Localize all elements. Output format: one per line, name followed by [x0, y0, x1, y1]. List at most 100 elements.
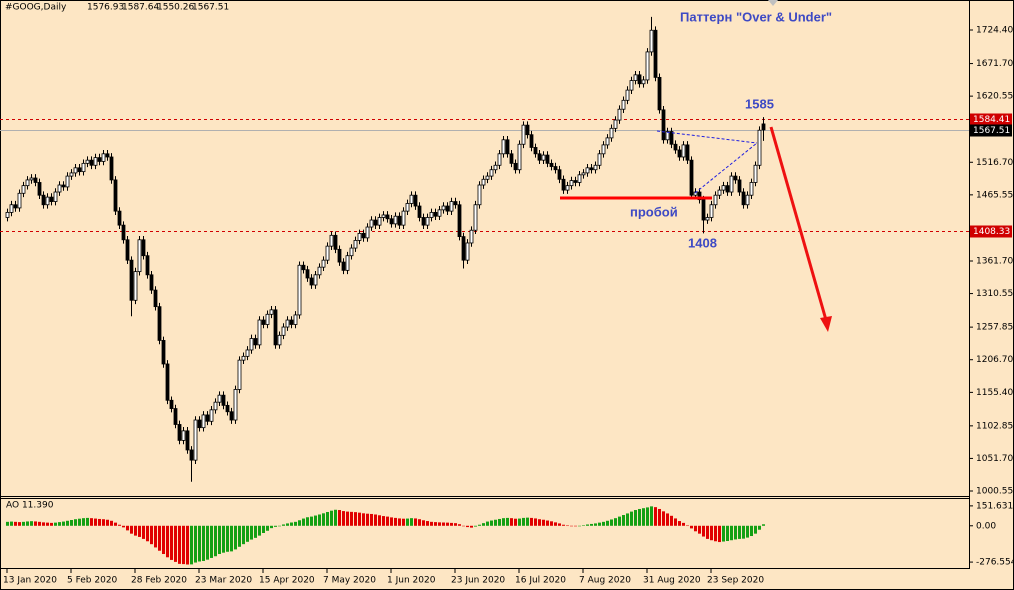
ao-bar — [542, 519, 545, 526]
candle-body — [581, 172, 586, 176]
candle-body — [553, 166, 558, 171]
ao-bar — [494, 519, 497, 526]
ao-bar — [462, 525, 465, 527]
ao-bar — [142, 525, 145, 539]
ao-bar — [410, 518, 413, 526]
candle-body — [753, 164, 758, 183]
low-label: 1408 — [688, 235, 717, 250]
ao-bar — [650, 506, 653, 526]
ao-bar — [234, 525, 237, 550]
ao-bar — [674, 518, 677, 526]
candle-body — [373, 219, 378, 226]
ao-bar — [246, 525, 249, 542]
ao-bar — [54, 522, 57, 526]
ao-bar — [274, 525, 277, 527]
candle-body — [513, 162, 518, 171]
ao-bar — [458, 524, 461, 526]
candle-body — [761, 123, 766, 131]
candle-body — [405, 203, 410, 212]
candle-body — [33, 177, 38, 183]
ao-bar — [594, 523, 597, 526]
candle-body — [485, 175, 490, 180]
candle-body — [317, 266, 322, 276]
ao-bar — [474, 525, 477, 527]
ao-bar — [470, 525, 473, 528]
ao-bar — [490, 520, 493, 526]
ao-bar — [610, 519, 613, 526]
ao-bar — [106, 519, 109, 526]
candle-body — [353, 240, 358, 249]
ao-bar — [534, 518, 537, 526]
ao-bar — [14, 521, 17, 526]
ao-bar — [166, 525, 169, 558]
candle-body — [297, 264, 302, 316]
ao-bar — [630, 511, 633, 526]
ao-bar — [526, 517, 529, 526]
ao-bar — [314, 515, 317, 526]
candle-body — [365, 226, 370, 239]
ao-bar — [658, 508, 661, 526]
candle-body — [269, 309, 274, 315]
ao-bar — [706, 525, 709, 539]
candle-body — [429, 211, 434, 218]
candle-body — [493, 164, 498, 171]
candle-body — [345, 255, 350, 271]
ao-bar — [102, 519, 105, 526]
ao-bar — [18, 522, 21, 526]
ao-bar — [58, 522, 61, 526]
high-label: 1585 — [745, 96, 774, 111]
candle-body — [45, 196, 50, 206]
candle-body — [169, 399, 174, 409]
shift-marker — [768, 0, 778, 6]
ao-bar — [302, 518, 305, 526]
ao-bar — [662, 511, 665, 526]
ao-bar — [354, 512, 357, 526]
candle-body — [757, 129, 762, 166]
candle-body — [309, 277, 314, 286]
candle-body — [145, 255, 150, 276]
ao-bar — [486, 521, 489, 526]
ao-bar — [78, 518, 81, 526]
ao-bar — [34, 521, 37, 526]
candle-body — [161, 340, 166, 365]
plot: 1000.55 1051.70 1102.85 1155.40 1206.70 1257.… — [0, 16, 1014, 586]
ao-bar — [134, 525, 137, 536]
ao-bar — [62, 521, 65, 526]
candle-body — [641, 79, 646, 85]
ao-bar — [502, 518, 505, 526]
ao-bar — [746, 525, 749, 538]
candle-body — [121, 224, 126, 241]
ao-bar — [590, 523, 593, 526]
ao-bar — [602, 521, 605, 526]
ao-bar — [742, 525, 745, 539]
ao-bar — [210, 525, 213, 558]
candle-body — [173, 408, 178, 425]
candle-body — [205, 414, 210, 422]
ao-bar — [114, 522, 117, 526]
candle-body — [153, 289, 158, 308]
candle-body — [481, 178, 486, 186]
candle-body — [85, 159, 90, 164]
ao-bar — [110, 520, 113, 526]
ao-bar — [266, 525, 269, 531]
ao-bar — [430, 521, 433, 526]
candle-body — [605, 137, 610, 146]
ao-bar — [718, 525, 721, 543]
candle-body — [377, 217, 382, 226]
candle-body — [445, 205, 450, 212]
ao-bar — [714, 525, 717, 542]
candle-body — [389, 218, 394, 225]
ao-bar — [574, 525, 577, 527]
candle-body — [61, 184, 66, 188]
candle-body — [629, 80, 634, 91]
candle-body — [301, 264, 306, 271]
ao-bar — [414, 518, 417, 526]
candle-body — [673, 143, 678, 151]
candle-body — [265, 313, 270, 325]
ao-bar — [738, 525, 741, 539]
ao-bar — [38, 521, 41, 526]
ao-bar — [758, 525, 761, 530]
candle-body — [337, 248, 342, 263]
ao-bar — [346, 511, 349, 526]
